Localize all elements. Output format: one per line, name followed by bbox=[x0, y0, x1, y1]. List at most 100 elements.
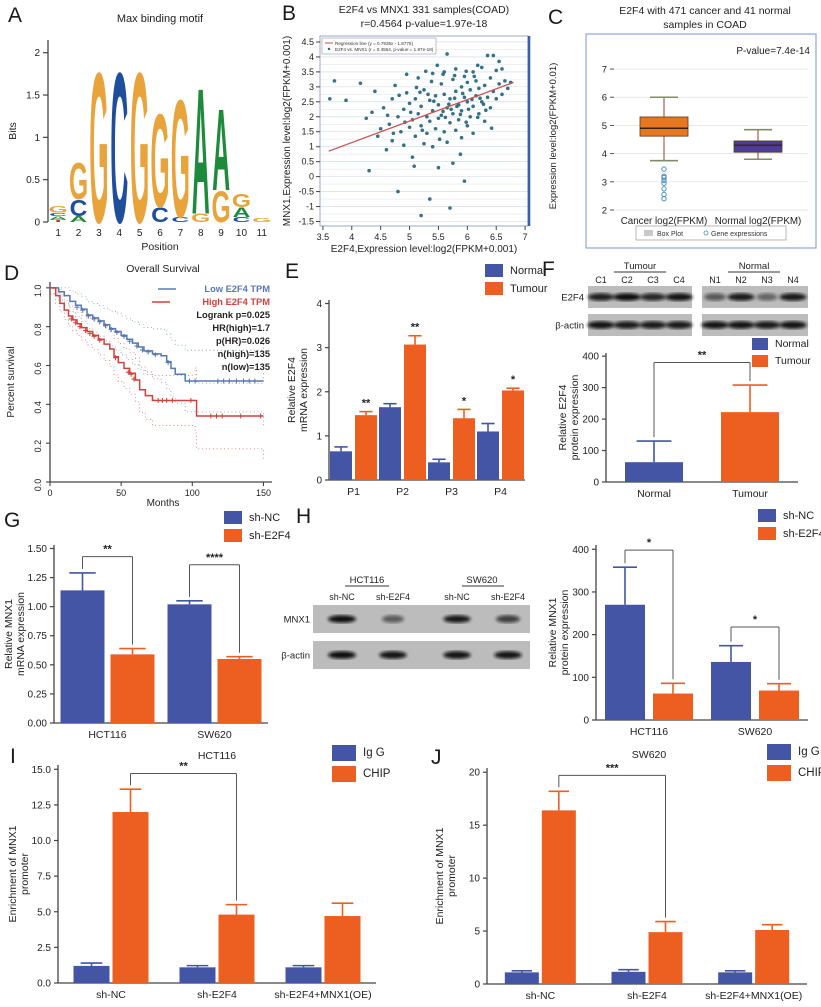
x-tick-label: 9 bbox=[218, 228, 224, 239]
scatter-point bbox=[422, 141, 426, 146]
y-tick-label: 0.4 bbox=[33, 401, 43, 414]
y-tick-label: 0 bbox=[593, 478, 599, 489]
significance-stars: * bbox=[462, 395, 467, 407]
scatter-point bbox=[471, 104, 475, 109]
blot-band bbox=[779, 321, 807, 329]
scatter-point bbox=[475, 115, 480, 120]
scatter-point bbox=[384, 147, 389, 152]
scatter-point bbox=[447, 102, 451, 107]
scatter-point bbox=[482, 83, 487, 88]
scatter-point bbox=[460, 91, 465, 96]
panel-mnx1-western-blot: H MNX1 β-actin HCT116 sh-NC sh-E2F4 SW620 sh-N… bbox=[268, 505, 540, 747]
scatter-point bbox=[481, 102, 486, 107]
x-tick-label: 5 bbox=[407, 232, 412, 242]
y-axis-label: Relative MNX1 bbox=[3, 599, 15, 669]
confidence-band bbox=[50, 293, 264, 461]
scatter-point bbox=[332, 79, 337, 83]
scatter-point bbox=[459, 135, 464, 140]
logo-letter: A bbox=[212, 85, 230, 215]
x-tick-label: 4 bbox=[116, 228, 122, 239]
y-axis-label: protein expression bbox=[569, 374, 581, 460]
scatter-point bbox=[462, 179, 467, 183]
p-value: P-value=7.4e-14 bbox=[736, 46, 810, 57]
y-axis-label: MNX1,Expression level:log2(FPKM+0.001) bbox=[282, 36, 293, 226]
y-tick-label: 3 bbox=[309, 82, 314, 92]
scatter-point bbox=[442, 70, 447, 74]
bar bbox=[653, 693, 693, 720]
box bbox=[733, 140, 783, 153]
blot-group-label: Tumour bbox=[624, 261, 656, 272]
scatter-point bbox=[503, 79, 507, 83]
blot-band bbox=[328, 651, 356, 659]
survival-curves: Overall Survival 0.0 0.2 0.4 0.6 0.8 1.0 0 50 100… bbox=[6, 263, 272, 509]
scatter-point bbox=[453, 67, 458, 71]
y-tick-label: -1 bbox=[306, 202, 314, 212]
scatter-point bbox=[427, 197, 432, 201]
significance-stars: *** bbox=[606, 762, 620, 774]
logo-letter: A bbox=[70, 214, 88, 223]
scatter-point bbox=[477, 111, 481, 116]
category-label: P4 bbox=[494, 486, 507, 498]
legend-item: Normal bbox=[485, 264, 548, 277]
scatter-point bbox=[404, 91, 409, 95]
y-axis-label: Enrichment of MNX1 bbox=[434, 827, 446, 924]
legend-swatch bbox=[224, 529, 242, 542]
outlier-point bbox=[661, 166, 667, 172]
y-axis-label: Percent survival bbox=[6, 346, 17, 417]
legend-stat: n(low)=135 bbox=[222, 362, 270, 372]
y-tick-label: 10.0 bbox=[32, 836, 52, 847]
blot-row-label: MNX1 bbox=[284, 615, 310, 626]
scatter-point bbox=[479, 65, 484, 70]
y-tick-label: 0.50 bbox=[28, 660, 48, 671]
significance-stars: * bbox=[511, 374, 516, 386]
y-tick-label: 10 bbox=[469, 874, 481, 885]
legend-label: sh-NC bbox=[783, 509, 815, 522]
scatter-point bbox=[401, 107, 406, 112]
scatter-point bbox=[488, 106, 493, 110]
scatter-point bbox=[433, 126, 438, 131]
scatter-point bbox=[453, 89, 458, 94]
x-tick-label: 5 bbox=[137, 228, 143, 239]
panel-chip-sw620: J 0 5 10 15 20 Enrichment of MNX1 promoter SW62… bbox=[421, 740, 821, 1007]
bar bbox=[218, 914, 255, 983]
scatter-point bbox=[456, 103, 461, 107]
box bbox=[639, 116, 689, 137]
legend-item: Tumour bbox=[485, 282, 548, 295]
blot-band bbox=[613, 321, 641, 329]
category-label: SW620 bbox=[738, 726, 773, 738]
legend-normal-tumour: Normal Tumour bbox=[485, 264, 548, 300]
scatter-point bbox=[420, 128, 425, 133]
panel-letter-i: I bbox=[10, 745, 16, 768]
y-tick-label: 2 bbox=[34, 48, 40, 59]
y-tick-label: 1.50 bbox=[28, 544, 48, 555]
logo-letter: C bbox=[49, 212, 67, 217]
blot-group-label: SW620 bbox=[466, 575, 497, 586]
y-tick-label: 0.25 bbox=[28, 689, 48, 700]
legend-normal-tumour: Normal Tumour bbox=[752, 338, 811, 372]
scatter-point bbox=[429, 79, 434, 84]
panel-correlation-scatter: B E2F4 vs MNX1 331 samples(COAD) r=0.4564… bbox=[280, 0, 542, 258]
blot-band bbox=[496, 615, 520, 623]
scatter-point bbox=[328, 97, 332, 101]
plot-legend-box bbox=[321, 37, 437, 55]
bar bbox=[285, 967, 322, 983]
scatter-point bbox=[430, 71, 435, 76]
category-label: sh-NC bbox=[525, 990, 555, 1002]
y-tick-label: 0 bbox=[474, 980, 480, 991]
chart-title: Overall Survival bbox=[126, 263, 200, 275]
scatter-point bbox=[399, 129, 403, 134]
legend-item: CHIP bbox=[332, 766, 390, 782]
blot-lane-label: C1 bbox=[595, 275, 607, 285]
scatter-point bbox=[494, 97, 499, 101]
mnx1-western-blot: MNX1 β-actin HCT116 sh-NC sh-E2F4 SW620 sh-NC s… bbox=[281, 575, 530, 669]
scatter-point bbox=[435, 63, 440, 68]
x-tick-label: 7 bbox=[178, 228, 184, 239]
outlier-point bbox=[661, 177, 667, 184]
scatter-point bbox=[407, 101, 412, 106]
bar bbox=[759, 690, 799, 720]
legend-swatch bbox=[758, 509, 776, 522]
scatter-point bbox=[364, 116, 369, 121]
category-label: P3 bbox=[445, 486, 458, 498]
y-tick-label: 5.0 bbox=[37, 907, 51, 918]
blot-band bbox=[639, 321, 667, 329]
